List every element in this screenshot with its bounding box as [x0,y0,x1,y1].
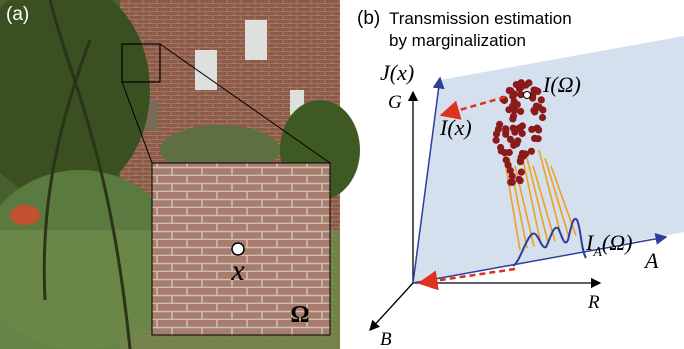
pixel-dot [506,149,513,156]
pixel-dot [516,176,523,183]
pixel-dot [522,82,529,89]
r-axis-label: R [587,292,600,313]
pixel-dot [509,179,516,186]
pixel-dot [493,137,500,144]
patch-label: I(Ω) [542,72,581,97]
g-axis-label: G [388,92,402,113]
pixel-dot [502,128,509,135]
point-label: x [230,254,245,287]
pixel-dot [528,126,535,133]
panel-label: (a) [6,4,29,25]
pixel-dot [518,169,525,176]
pixel-dot [533,103,540,110]
pixel-dot [539,114,546,121]
pixel-dot [496,121,503,128]
pixel-dot [535,126,542,133]
projection-label: IA(Ω) [585,230,632,260]
j-axis-label: J(x) [380,60,414,85]
pixel-dot [516,85,523,92]
pixel-dot [518,154,525,161]
pixel-dot [511,98,518,105]
pixel-dot [535,135,542,142]
pixel-dot [507,87,514,94]
title: Transmission estimation [389,9,572,28]
pixel-point [524,92,531,99]
pixel-dot [505,161,512,168]
figure: x Ω (a) (b) Transmission estimation by m… [0,0,684,349]
b-axis [370,283,413,330]
pixel-dot [497,144,504,151]
pixel-label: I(x) [439,115,472,140]
pixel-dot [511,107,518,114]
pixel-dot [513,140,520,147]
pixel-dot [528,148,535,155]
b-axis-label: B [380,329,392,349]
region-label: Ω [290,302,309,328]
panel-label: (b) [357,8,380,29]
pixel-dot [531,87,538,94]
a-axis-label: A [643,248,659,273]
pixel-dot [538,96,545,103]
pixel-dot [539,106,546,113]
pixel-dot [493,130,500,137]
title: by marginalization [389,31,526,50]
pixel-dot [510,125,517,132]
